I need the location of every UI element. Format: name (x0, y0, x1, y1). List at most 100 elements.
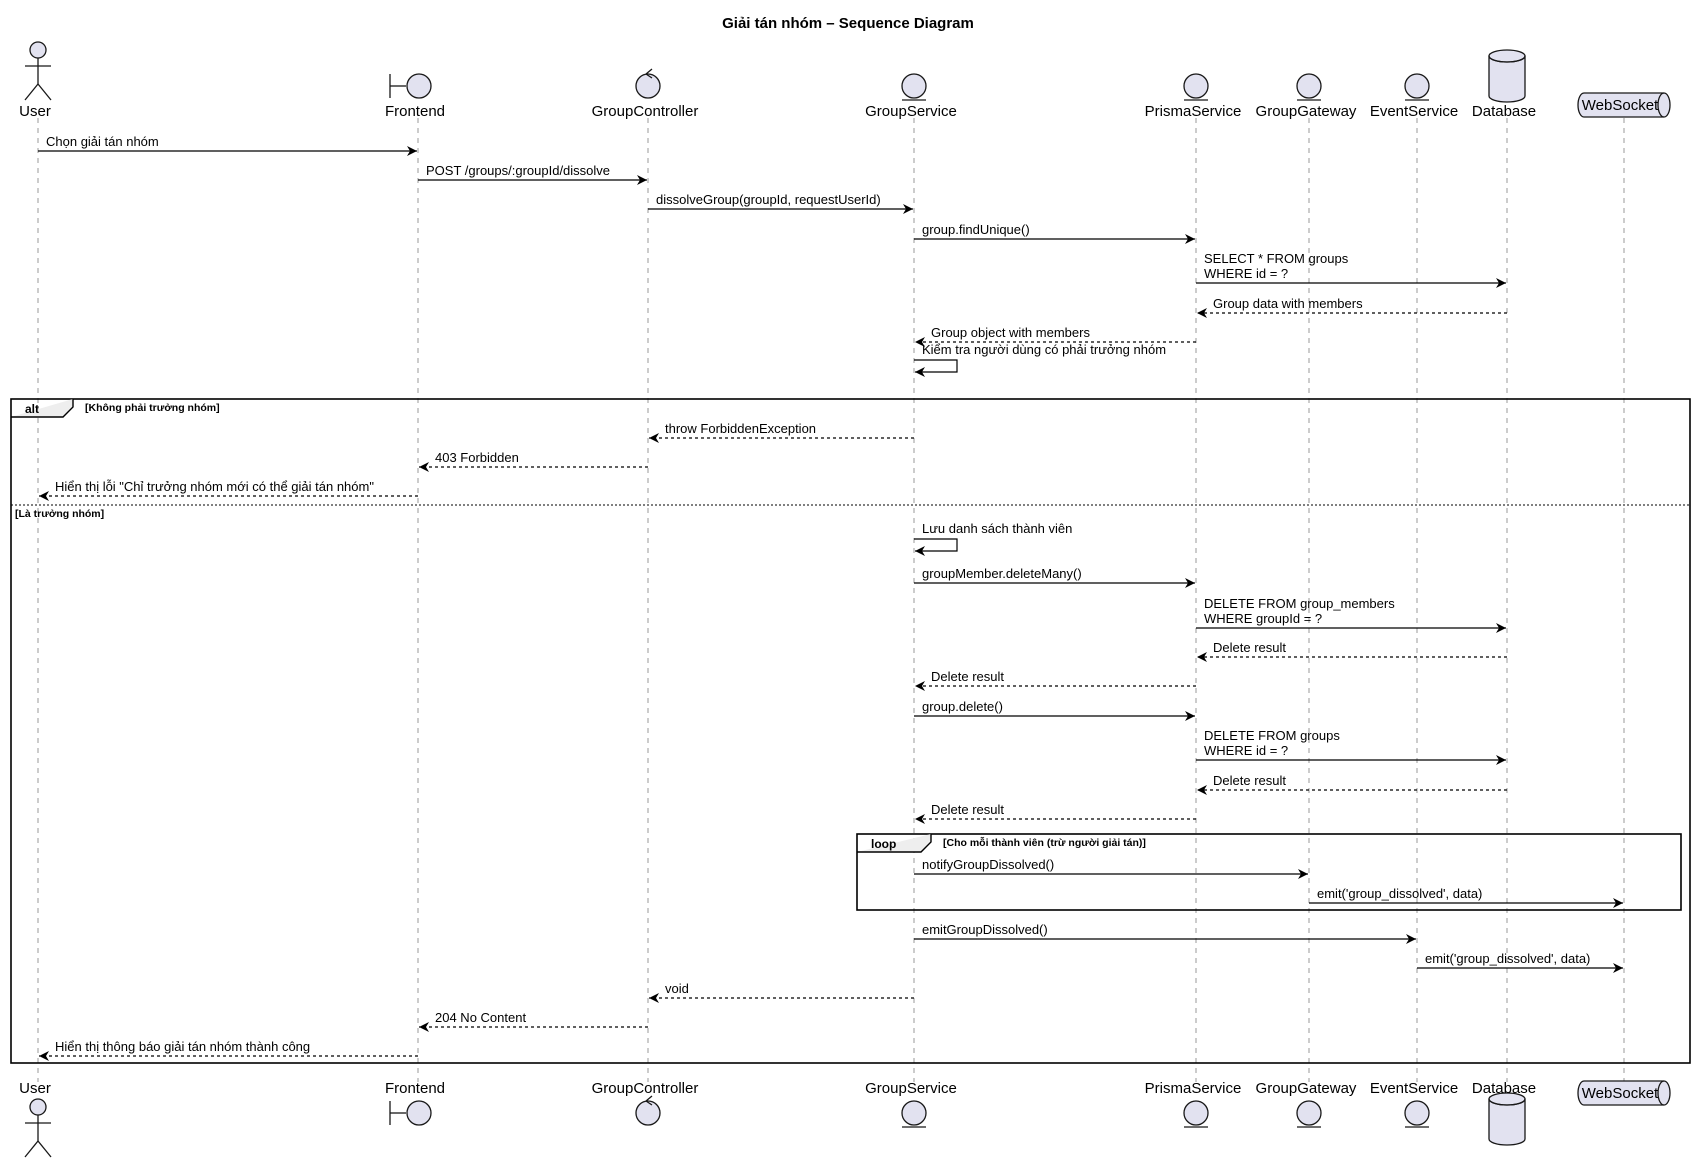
alt-fragment: alt [Không phải trưởng nhóm] [Là trưởng nh… (10, 398, 1691, 1064)
participant-name: Frontend (385, 103, 445, 120)
entity-icon (1404, 1100, 1430, 1128)
participant-prisma-top: PrismaService (1145, 73, 1242, 120)
participant-service-top: GroupService (865, 73, 957, 120)
participant-controller-top: GroupController (592, 68, 699, 120)
message-label: Delete result (1213, 640, 1286, 655)
message-label: emitGroupDissolved() (922, 922, 1048, 937)
participant-database-bottom: Database (1472, 1080, 1536, 1146)
participant-name: GroupController (592, 103, 699, 120)
boundary-icon (389, 1100, 432, 1126)
message-19: Delete result (1197, 773, 1507, 795)
message-label: Lưu danh sách thành viên (922, 521, 1072, 536)
message-label: DELETE FROM groups (1204, 728, 1340, 743)
participant-gateway-bottom: GroupGateway (1256, 1080, 1357, 1128)
entity-icon (901, 1100, 927, 1128)
participant-name: Frontend (385, 1080, 445, 1097)
message-label: group.delete() (922, 699, 1003, 714)
message-24: emit('group_dissolved', data) (1417, 951, 1623, 973)
message-15: Delete result (1197, 640, 1507, 662)
participant-name: User (19, 103, 51, 120)
message-label: Group data with members (1213, 296, 1363, 311)
message-9: throw ForbiddenException (649, 421, 914, 443)
participant-name: WebSocket (1582, 97, 1659, 114)
message-label: Delete result (1213, 773, 1286, 788)
message-label: emit('group_dissolved', data) (1425, 951, 1590, 966)
message-2: POST /groups/:groupId/dissolve (418, 163, 647, 185)
participant-user-top: User (19, 41, 52, 120)
message-25: void (649, 981, 914, 1003)
message-23: emitGroupDissolved() (914, 922, 1416, 944)
diagram-title: Giải tán nhóm – Sequence Diagram (722, 15, 974, 32)
entity-icon (901, 73, 927, 101)
fragment-keyword: alt (25, 402, 39, 416)
database-icon (1488, 49, 1526, 103)
entity-icon (1296, 73, 1322, 101)
message-label: Hiển thị thông báo giải tán nhóm thành c… (55, 1039, 310, 1054)
participant-gateway-top: GroupGateway (1256, 73, 1357, 120)
message-label: Kiểm tra người dùng có phải trưởng nhóm (922, 342, 1166, 357)
message-label: notifyGroupDissolved() (922, 857, 1054, 872)
message-label: void (665, 981, 689, 996)
participant-frontend-top: Frontend (385, 73, 445, 120)
boundary-icon (389, 73, 432, 99)
message-22: emit('group_dissolved', data) (1309, 886, 1623, 908)
message-21: notifyGroupDissolved() (914, 857, 1308, 879)
message-3: dissolveGroup(groupId, requestUserId) (648, 192, 913, 214)
participant-name: EventService (1370, 1080, 1458, 1097)
loop-fragment: loop [Cho mỗi thành viên (trừ người giải … (856, 833, 1682, 911)
participant-name: GroupController (592, 1080, 699, 1097)
message-label: 204 No Content (435, 1010, 526, 1025)
message-17: group.delete() (914, 699, 1195, 721)
participant-service-bottom: GroupService (865, 1080, 957, 1128)
message-label: Group object with members (931, 325, 1090, 340)
participant-name: User (19, 1080, 51, 1097)
participant-websocket-top: WebSocket (1577, 92, 1671, 118)
participant-name: GroupService (865, 103, 957, 120)
message-label: Delete result (931, 802, 1004, 817)
actor-icon (24, 1098, 52, 1158)
message-13: groupMember.deleteMany() (914, 566, 1195, 588)
participant-prisma-bottom: PrismaService (1145, 1080, 1241, 1128)
message-label: SELECT * FROM groups (1204, 251, 1349, 266)
message-label: 403 Forbidden (435, 450, 519, 465)
message-label: DELETE FROM group_members (1204, 596, 1395, 611)
message-16: Delete result (915, 669, 1196, 691)
message-1: Chọn giải tán nhóm (38, 134, 417, 156)
participant-name: PrismaService (1145, 103, 1242, 120)
entity-icon (1183, 1100, 1209, 1128)
participant-name: EventService (1370, 103, 1458, 120)
participant-name: Database (1472, 103, 1536, 120)
database-icon (1488, 1092, 1526, 1146)
message-27: Hiển thị thông báo giải tán nhóm thành c… (39, 1039, 418, 1061)
participant-event-top: EventService (1370, 73, 1458, 120)
queue-icon (1577, 1080, 1671, 1106)
actor-icon (24, 41, 52, 101)
participant-websocket-bottom: WebSocket (1577, 1080, 1671, 1106)
participant-frontend-bottom: Frontend (385, 1080, 445, 1126)
message-11: Hiển thị lỗi "Chỉ trưởng nhóm mới có thể… (39, 479, 418, 501)
message-label: emit('group_dissolved', data) (1317, 886, 1482, 901)
message-12: Lưu danh sách thành viên (914, 521, 1072, 556)
entity-icon (1183, 73, 1209, 101)
message-label: POST /groups/:groupId/dissolve (426, 163, 610, 178)
message-4: group.findUnique() (914, 222, 1195, 244)
message-20: Delete result (915, 802, 1196, 824)
message-7: Group object with members (915, 325, 1196, 347)
message-label: WHERE id = ? (1204, 743, 1288, 758)
fragment-keyword: loop (871, 837, 896, 851)
participant-name: WebSocket (1582, 1085, 1659, 1102)
message-label: dissolveGroup(groupId, requestUserId) (656, 192, 881, 207)
message-label: Hiển thị lỗi "Chỉ trưởng nhóm mới có thể… (55, 479, 374, 494)
fragment-else-guard: [Là trưởng nhóm] (15, 508, 104, 520)
participant-name: GroupService (865, 1080, 957, 1097)
entity-icon (1296, 1100, 1322, 1128)
control-icon (635, 68, 661, 99)
message-label: WHERE groupId = ? (1204, 611, 1322, 626)
participant-database-top: Database (1472, 49, 1536, 120)
participant-name: GroupGateway (1256, 103, 1357, 120)
queue-icon (1577, 92, 1671, 118)
participant-name: GroupGateway (1256, 1080, 1357, 1097)
